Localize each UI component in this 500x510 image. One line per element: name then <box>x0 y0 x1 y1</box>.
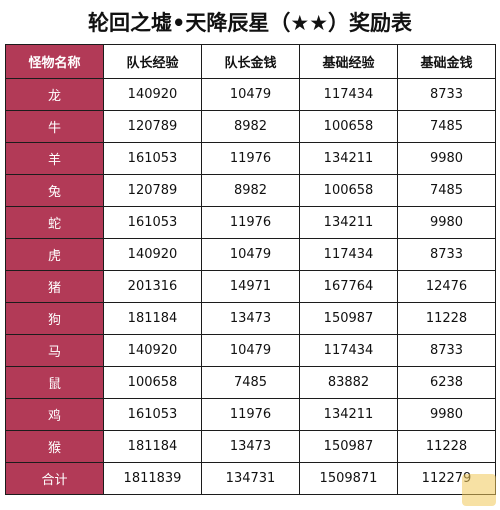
table-row: 虎 140920 10479 117434 8733 <box>5 238 496 271</box>
base-money-cell: 8733 <box>397 334 496 367</box>
base-exp-cell: 100658 <box>299 110 398 143</box>
table-row: 兔 120789 8982 100658 7485 <box>5 174 496 207</box>
leader-money-cell: 11976 <box>201 206 300 239</box>
base-money-cell: 9980 <box>397 206 496 239</box>
table-row: 龙 140920 10479 117434 8733 <box>5 78 496 111</box>
base-money-cell: 6238 <box>397 366 496 399</box>
leader-money-cell: 11976 <box>201 398 300 431</box>
base-money-cell: 11228 <box>397 430 496 463</box>
leader-exp-cell: 120789 <box>103 110 202 143</box>
base-exp-cell: 150987 <box>299 302 398 335</box>
leader-exp-cell: 161053 <box>103 398 202 431</box>
leader-exp-cell: 181184 <box>103 430 202 463</box>
reward-table: 怪物名称 队长经验 队长金钱 基础经验 基础金钱 龙 140920 10479 117… <box>5 44 496 495</box>
base-money-cell: 7485 <box>397 110 496 143</box>
leader-money-cell: 8982 <box>201 110 300 143</box>
table-row: 猪 201316 14971 167764 12476 <box>5 270 496 303</box>
leader-money-cell: 14971 <box>201 270 300 303</box>
total-label-cell: 合计 <box>5 462 104 495</box>
leader-exp-cell: 1811839 <box>103 462 202 495</box>
leader-exp-cell: 100658 <box>103 366 202 399</box>
base-exp-cell: 117434 <box>299 334 398 367</box>
base-money-cell: 9980 <box>397 398 496 431</box>
leader-money-cell: 11976 <box>201 142 300 175</box>
monster-name-cell: 马 <box>5 334 104 367</box>
leader-exp-cell: 181184 <box>103 302 202 335</box>
leader-money-cell: 13473 <box>201 302 300 335</box>
base-money-cell: 12476 <box>397 270 496 303</box>
base-money-cell: 8733 <box>397 238 496 271</box>
base-exp-cell: 134211 <box>299 398 398 431</box>
table-row: 蛇 161053 11976 134211 9980 <box>5 206 496 239</box>
leader-money-cell: 13473 <box>201 430 300 463</box>
monster-name-cell: 狗 <box>5 302 104 335</box>
monster-name-cell: 猪 <box>5 270 104 303</box>
monster-name-cell: 蛇 <box>5 206 104 239</box>
base-money-cell: 11228 <box>397 302 496 335</box>
base-exp-cell: 100658 <box>299 174 398 207</box>
table-body: 龙 140920 10479 117434 8733 牛 120789 8982 100658 7… <box>5 78 496 495</box>
header-monster-name: 怪物名称 <box>5 44 104 79</box>
table-row: 牛 120789 8982 100658 7485 <box>5 110 496 143</box>
monster-name-cell: 龙 <box>5 78 104 111</box>
leader-money-cell: 7485 <box>201 366 300 399</box>
leader-exp-cell: 161053 <box>103 142 202 175</box>
header-leader-exp: 队长经验 <box>103 44 202 79</box>
monster-name-cell: 兔 <box>5 174 104 207</box>
monster-name-cell: 鸡 <box>5 398 104 431</box>
total-row: 合计 1811839 134731 1509871 112279 <box>5 462 496 495</box>
base-exp-cell: 117434 <box>299 78 398 111</box>
logo-watermark-icon <box>462 474 496 506</box>
leader-exp-cell: 140920 <box>103 238 202 271</box>
table-row: 羊 161053 11976 134211 9980 <box>5 142 496 175</box>
header-leader-money: 队长金钱 <box>201 44 300 79</box>
leader-money-cell: 10479 <box>201 78 300 111</box>
base-exp-cell: 117434 <box>299 238 398 271</box>
monster-name-cell: 虎 <box>5 238 104 271</box>
header-base-money: 基础金钱 <box>397 44 496 79</box>
table-row: 马 140920 10479 117434 8733 <box>5 334 496 367</box>
header-base-exp: 基础经验 <box>299 44 398 79</box>
leader-exp-cell: 140920 <box>103 334 202 367</box>
table-row: 猴 181184 13473 150987 11228 <box>5 430 496 463</box>
base-money-cell: 9980 <box>397 142 496 175</box>
base-exp-cell: 150987 <box>299 430 398 463</box>
leader-exp-cell: 140920 <box>103 78 202 111</box>
monster-name-cell: 鼠 <box>5 366 104 399</box>
table-row: 鸡 161053 11976 134211 9980 <box>5 398 496 431</box>
base-money-cell: 8733 <box>397 78 496 111</box>
base-money-cell: 7485 <box>397 174 496 207</box>
leader-money-cell: 10479 <box>201 334 300 367</box>
base-exp-cell: 134211 <box>299 142 398 175</box>
table-row: 鼠 100658 7485 83882 6238 <box>5 366 496 399</box>
table-row: 狗 181184 13473 150987 11228 <box>5 302 496 335</box>
leader-money-cell: 134731 <box>201 462 300 495</box>
page-title: 轮回之墟•天降辰星（★★）奖励表 <box>87 11 413 35</box>
base-exp-cell: 134211 <box>299 206 398 239</box>
base-exp-cell: 83882 <box>299 366 398 399</box>
leader-money-cell: 8982 <box>201 174 300 207</box>
monster-name-cell: 猴 <box>5 430 104 463</box>
leader-exp-cell: 161053 <box>103 206 202 239</box>
leader-money-cell: 10479 <box>201 238 300 271</box>
leader-exp-cell: 201316 <box>103 270 202 303</box>
base-exp-cell: 167764 <box>299 270 398 303</box>
base-exp-cell: 1509871 <box>299 462 398 495</box>
monster-name-cell: 牛 <box>5 110 104 143</box>
table-header-row: 怪物名称 队长经验 队长金钱 基础经验 基础金钱 <box>5 44 496 79</box>
monster-name-cell: 羊 <box>5 142 104 175</box>
leader-exp-cell: 120789 <box>103 174 202 207</box>
